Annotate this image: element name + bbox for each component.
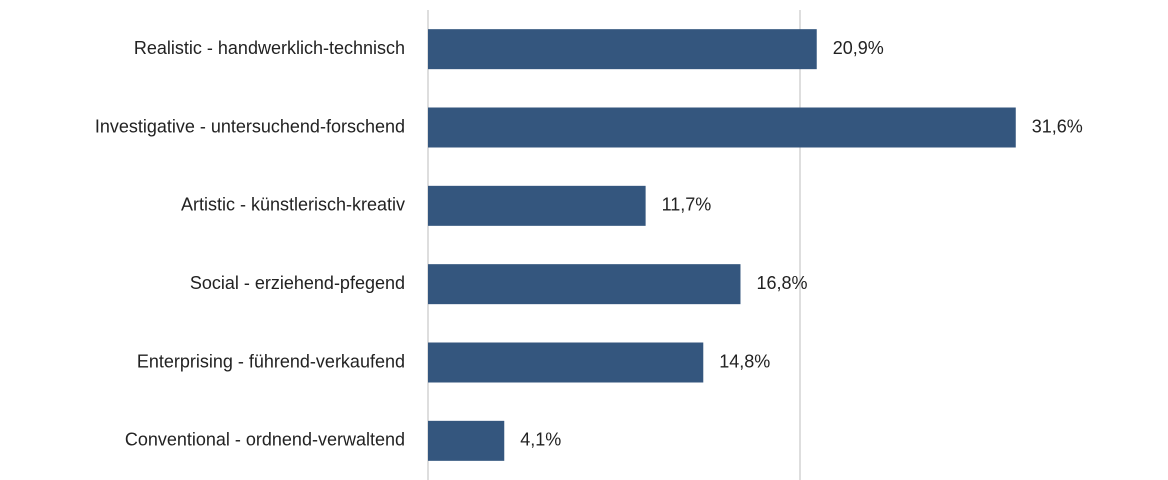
bar	[428, 342, 704, 383]
y-tick-label: Artistic - künstlerisch-kreativ	[181, 195, 405, 215]
bar	[428, 185, 646, 226]
y-tick-label: Social - erziehend-pfegend	[190, 273, 405, 293]
y-tick-label: Conventional - ordnend-verwaltend	[125, 430, 405, 450]
y-tick-label: Realistic - handwerklich-technisch	[134, 38, 405, 58]
y-tick-label: Enterprising - führend-verkaufend	[137, 351, 405, 371]
bar	[428, 29, 817, 70]
y-tick-label: Investigative - untersuchend-forschend	[95, 116, 405, 136]
bar	[428, 420, 505, 461]
bar	[428, 264, 741, 305]
data-label: 20,9%	[833, 38, 884, 58]
data-label: 4,1%	[520, 430, 561, 450]
data-label: 14,8%	[719, 351, 770, 371]
data-label: 16,8%	[756, 273, 807, 293]
bar	[428, 107, 1016, 148]
data-label: 11,7%	[662, 195, 712, 215]
data-label: 31,6%	[1032, 116, 1083, 136]
